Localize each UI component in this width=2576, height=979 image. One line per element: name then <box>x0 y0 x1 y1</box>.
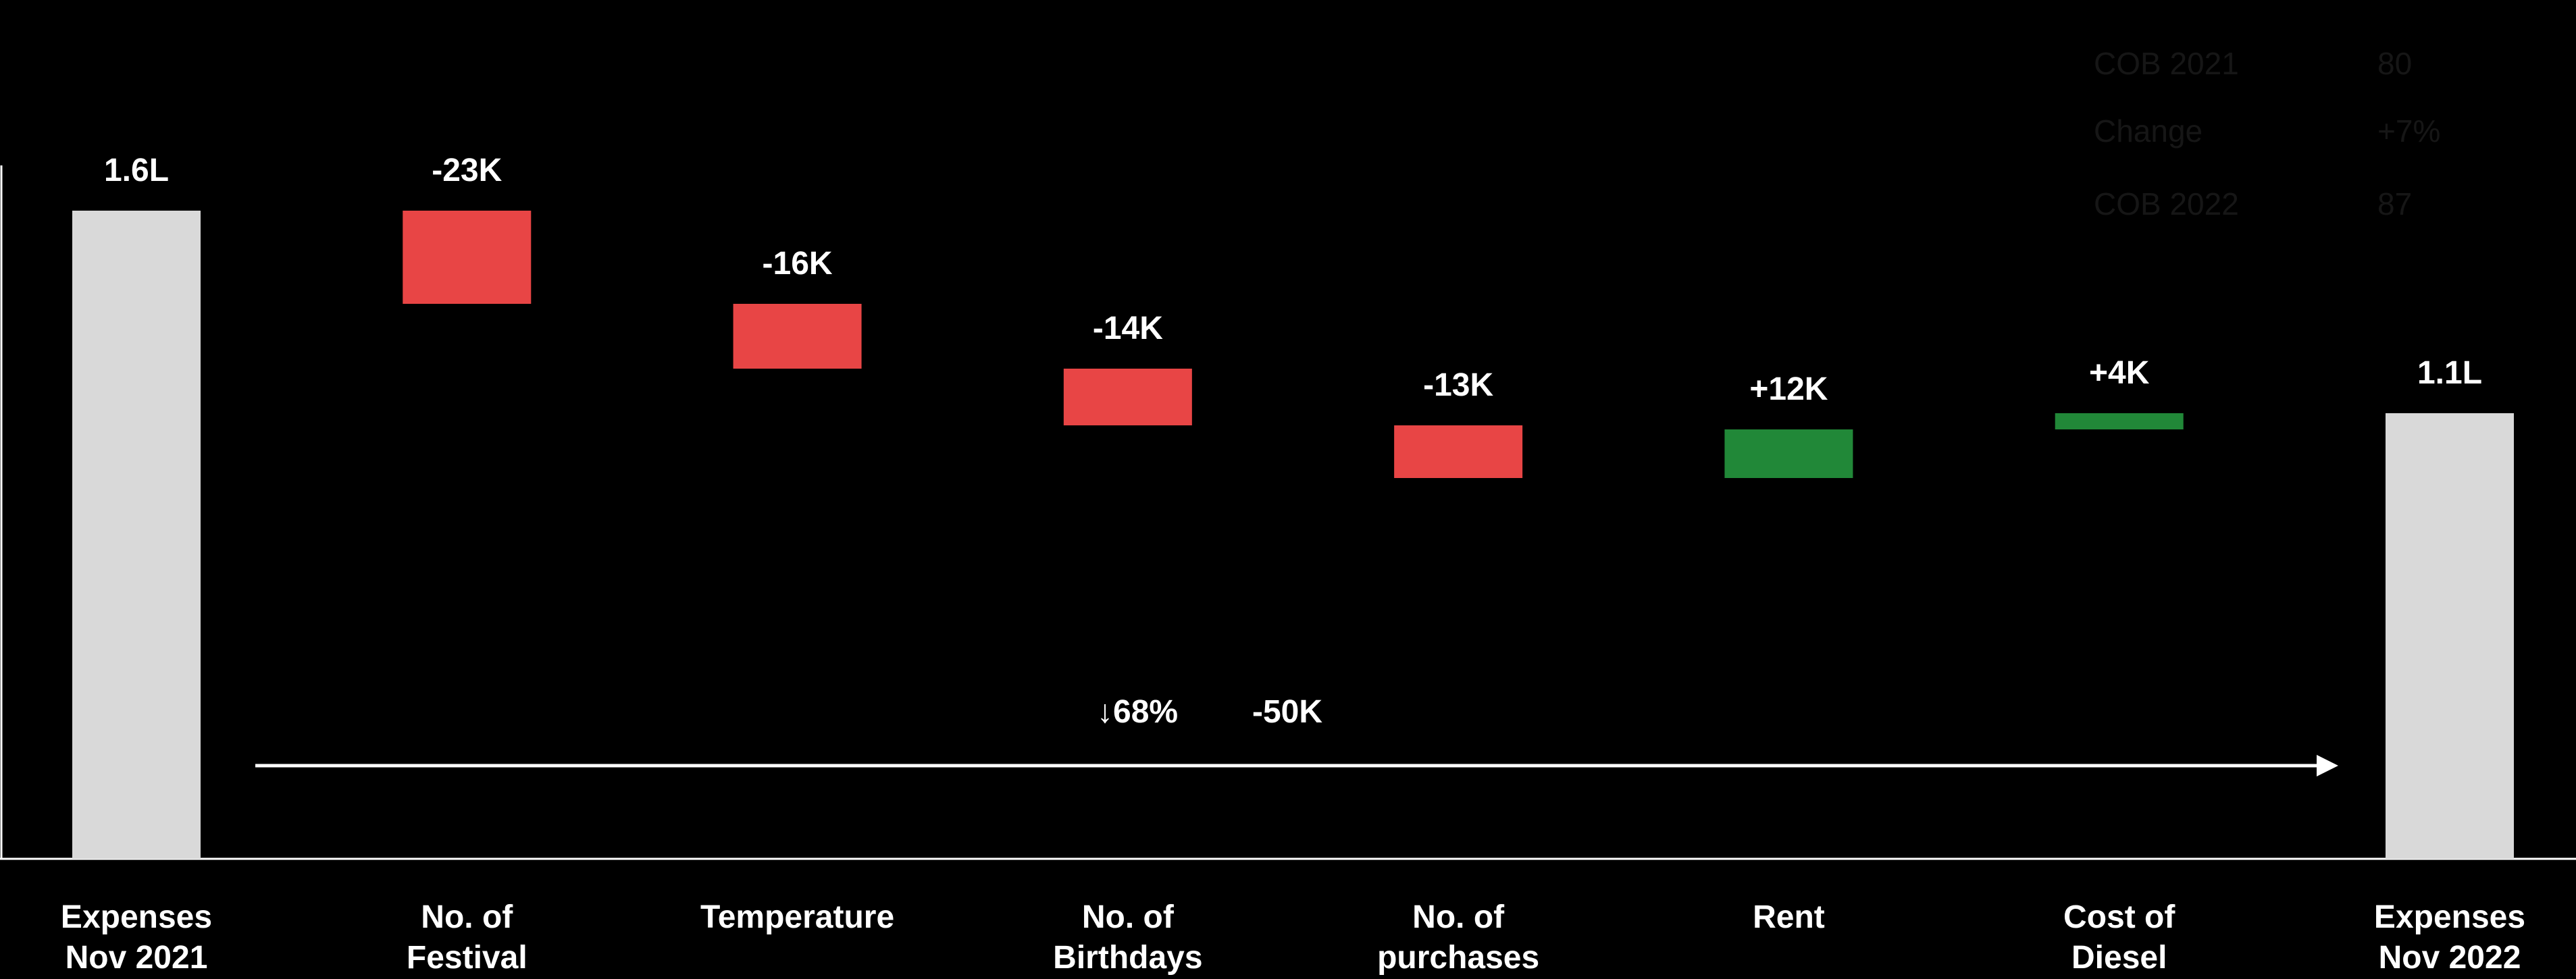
data-label-2: -23K <box>432 153 502 188</box>
bar-8 <box>2386 413 2514 859</box>
data-label-8: 1.1L <box>2417 355 2482 391</box>
category-label-line: Festival <box>407 940 527 976</box>
total-change-group: ↓68% -50K <box>255 694 2338 776</box>
category-label-8: Expenses Nov 2022 <box>2374 899 2525 976</box>
legend-value-1: 80 <box>2377 46 2412 81</box>
data-label-7: +4K <box>2089 355 2150 391</box>
data-label-3: -16K <box>763 246 833 282</box>
category-label-line: No. of <box>1082 899 1175 935</box>
category-label-line: purchases <box>1377 940 1539 976</box>
data-labels-group: 1.6L -23K -16K -14K -13K +12K +4K 1.1L <box>104 153 2482 407</box>
data-label-6: +12K <box>1749 371 1828 407</box>
data-label-1: 1.6L <box>104 153 169 188</box>
category-label-1: Expenses Nov 2021 <box>61 899 212 976</box>
bar-2 <box>403 211 532 304</box>
category-label-line: Nov 2021 <box>66 940 208 976</box>
category-label-line: Birthdays <box>1053 940 1202 976</box>
category-label-line: Temperature <box>700 899 894 935</box>
category-label-line: Cost of <box>2063 899 2175 935</box>
category-label-2: No. of Festival <box>407 899 527 976</box>
total-change-arrow-head <box>2317 755 2338 776</box>
category-label-line: Expenses <box>2374 899 2525 935</box>
category-label-3: Temperature <box>700 899 894 935</box>
legend-value-2: +7% <box>2377 113 2440 149</box>
category-label-7: Cost of Diesel <box>2063 899 2175 976</box>
legend-label-1: COB 2021 <box>2094 46 2239 81</box>
bar-3 <box>733 304 862 369</box>
category-labels-group: Expenses Nov 2021 No. of Festival Temperatur… <box>61 899 2525 976</box>
bar-5 <box>1394 425 1523 478</box>
bar-6 <box>1724 429 1853 478</box>
bar-1 <box>72 211 201 859</box>
category-label-6: Rent <box>1753 899 1825 935</box>
category-label-line: No. of <box>421 899 513 935</box>
legend-label-3: COB 2022 <box>2094 186 2239 221</box>
category-label-line: Nov 2022 <box>2379 940 2521 976</box>
category-label-line: Rent <box>1753 899 1825 935</box>
total-change-percent: ↓68% <box>1097 694 1178 730</box>
bar-4 <box>1063 369 1192 425</box>
data-label-5: -13K <box>1423 367 1493 403</box>
legend-faint: COB 2021 80 Change +7% COB 2022 87 <box>2094 46 2440 221</box>
category-label-line: Diesel <box>2071 940 2167 976</box>
category-label-line: Expenses <box>61 899 212 935</box>
category-label-line: No. of <box>1412 899 1505 935</box>
bar-7 <box>2055 413 2184 429</box>
legend-value-3: 87 <box>2377 186 2412 221</box>
data-label-4: -14K <box>1093 311 1163 346</box>
category-label-4: No. of Birthdays <box>1053 899 1202 976</box>
legend-label-2: Change <box>2094 113 2203 149</box>
category-label-5: No. of purchases <box>1377 899 1539 976</box>
total-change-value: -50K <box>1252 694 1322 730</box>
bars-group <box>72 211 2514 859</box>
